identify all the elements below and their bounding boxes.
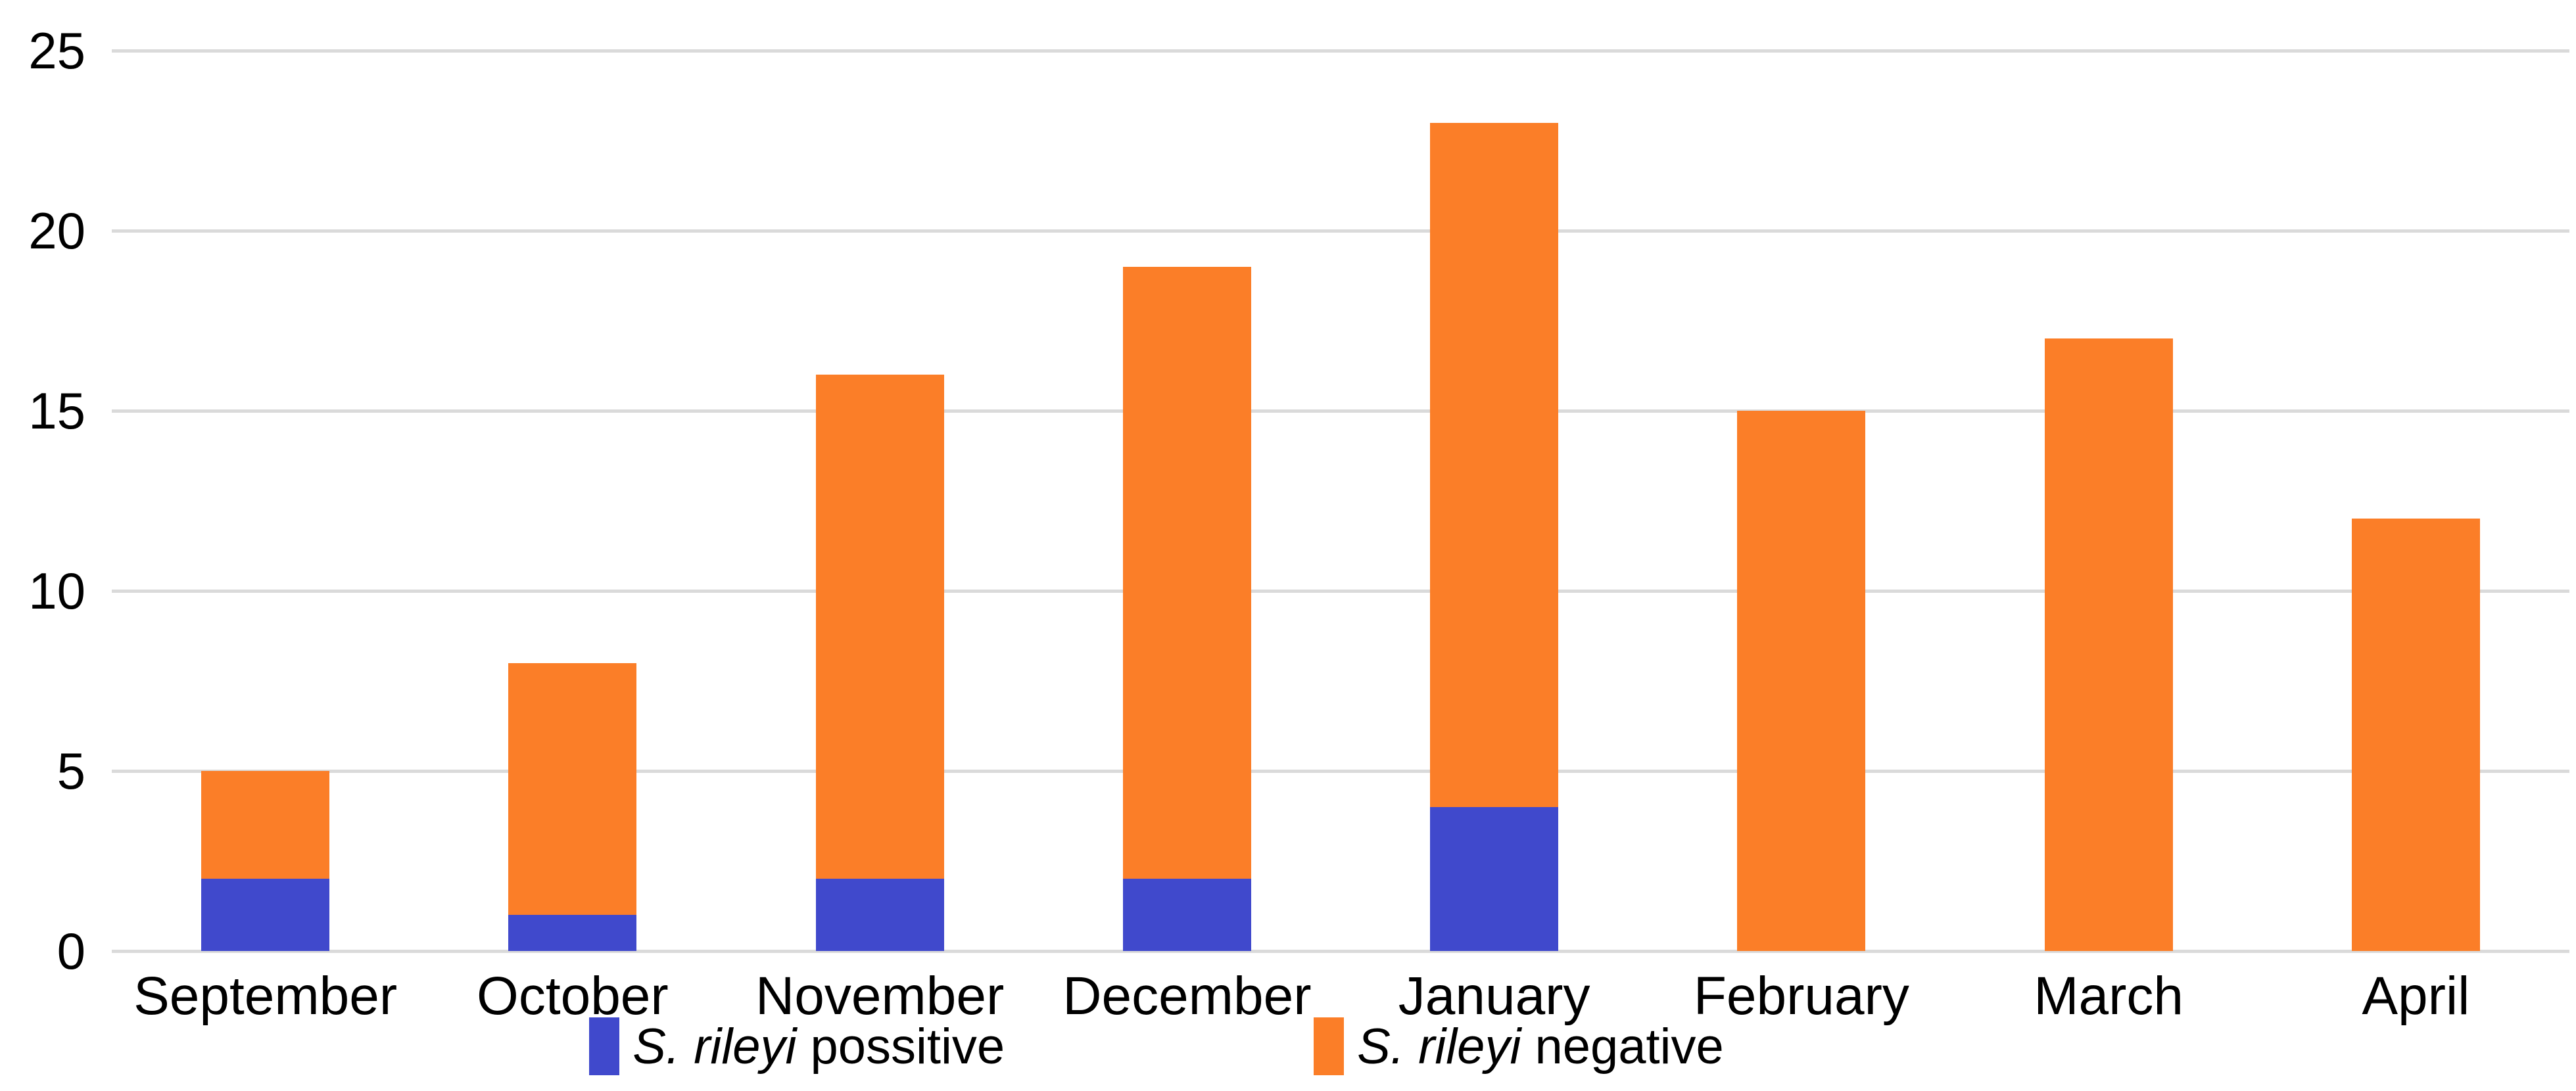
bar-segment-november-negative	[815, 375, 944, 879]
bar-segment-february-negative	[1737, 411, 1866, 951]
gridline-y-10	[112, 589, 2569, 593]
legend-marker-possitive-icon	[589, 1017, 620, 1075]
bar-segment-november-possitive	[815, 879, 944, 951]
gridline-y-0	[112, 949, 2569, 953]
legend: S. rileyi possitive S. rileyi negative	[0, 1007, 2313, 1086]
legend-label-possitive: S. rileyi possitive	[632, 1018, 1005, 1075]
gridline-y-15	[112, 409, 2569, 413]
bar-segment-march-negative	[2044, 338, 2173, 951]
x-tick-label-march: March	[2034, 966, 2184, 1026]
legend-species-italic: S. rileyi	[632, 1018, 797, 1075]
legend-label-negative: S. rileyi negative	[1357, 1018, 1724, 1075]
x-tick-label-november: November	[755, 966, 1005, 1026]
bar-segment-january-negative	[1430, 122, 1559, 807]
x-tick-label-february: February	[1693, 966, 1909, 1026]
y-tick-label-25: 25	[28, 22, 85, 80]
y-tick-label-20: 20	[28, 202, 85, 260]
gridline-y-20	[112, 229, 2569, 233]
bar-segment-october-possitive	[508, 915, 637, 951]
bar-segment-september-possitive	[201, 879, 330, 951]
legend-species-italic: S. rileyi	[1357, 1018, 1521, 1075]
x-tick-label-january: January	[1398, 966, 1590, 1026]
bar-segment-september-negative	[201, 771, 330, 879]
x-tick-label-april: April	[2362, 966, 2470, 1026]
bar-segment-april-negative	[2351, 519, 2480, 951]
gridline-y-25	[112, 49, 2569, 53]
y-tick-label-10: 10	[28, 562, 85, 620]
legend-item-negative: S. rileyi negative	[1314, 1017, 1724, 1075]
y-tick-label-0: 0	[57, 922, 85, 980]
legend-marker-negative-icon	[1314, 1017, 1345, 1075]
x-tick-label-october: October	[477, 966, 669, 1026]
y-tick-label-15: 15	[28, 382, 85, 440]
bar-segment-october-negative	[508, 662, 637, 916]
y-tick-label-5: 5	[57, 742, 85, 800]
legend-item-possitive: S. rileyi possitive	[589, 1017, 1005, 1075]
gridline-y-5	[112, 769, 2569, 773]
bar-segment-december-negative	[1122, 266, 1251, 879]
bar-segment-january-possitive	[1430, 806, 1559, 951]
bar-segment-december-possitive	[1122, 879, 1251, 951]
x-tick-label-september: September	[133, 966, 398, 1026]
x-tick-label-december: December	[1062, 966, 1312, 1026]
